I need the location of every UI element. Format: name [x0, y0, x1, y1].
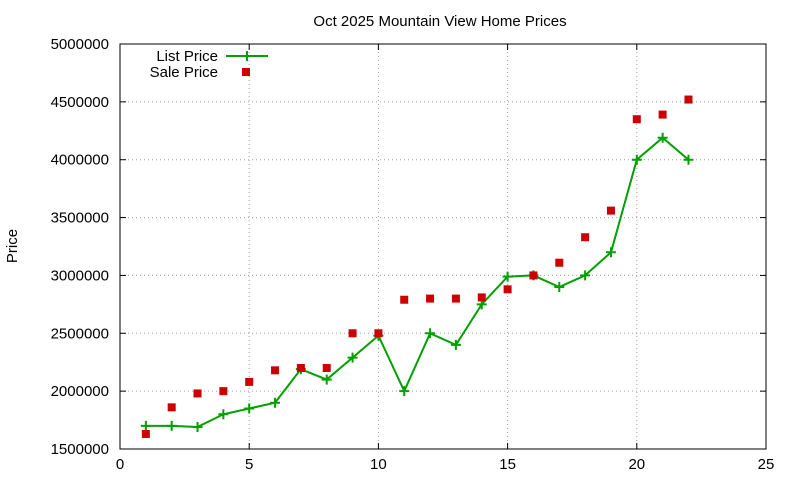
- data-point: [684, 95, 693, 104]
- data-point: [347, 352, 358, 363]
- plot-frame: [119, 43, 767, 450]
- data-point: [529, 271, 538, 280]
- data-point: [605, 247, 616, 258]
- data-point: [219, 387, 228, 396]
- data-point: [374, 329, 383, 338]
- y-tick-label: 2000000: [51, 383, 109, 400]
- data-point: [192, 422, 203, 433]
- grid-layer: [120, 44, 766, 449]
- x-tick-label: 10: [370, 456, 387, 473]
- data-point: [140, 420, 151, 431]
- data-point: [657, 132, 668, 143]
- data-point: [425, 328, 436, 339]
- data-point: [581, 233, 590, 242]
- data-point: [322, 364, 331, 372]
- data-point: [451, 294, 460, 303]
- x-tick-label: 0: [116, 456, 124, 473]
- x-tick-label: 5: [245, 456, 253, 473]
- data-point: [632, 115, 641, 124]
- x-tick-label: 15: [499, 456, 516, 473]
- data-point: [450, 339, 461, 350]
- y-tick-label: 4000000: [51, 152, 109, 169]
- y-tick-label: 2500000: [51, 325, 109, 342]
- legend-marker: [242, 68, 250, 76]
- data-point: [502, 271, 513, 282]
- data-point: [554, 282, 565, 292]
- data-point: [218, 409, 229, 420]
- data-point: [245, 377, 254, 386]
- data-point: [167, 403, 176, 412]
- y-axis-label: Price: [4, 229, 21, 263]
- data-point: [503, 285, 512, 294]
- y-tick-label: 3000000: [51, 267, 109, 284]
- data-point: [400, 295, 409, 304]
- x-tick-label: 20: [628, 456, 645, 473]
- legend-marker: [242, 51, 252, 61]
- y-tick-label: 3500000: [51, 210, 109, 227]
- data-point: [606, 206, 615, 215]
- data-point: [244, 403, 255, 414]
- series-layer: [140, 95, 694, 438]
- data-point: [321, 374, 332, 385]
- data-point: [426, 294, 435, 303]
- data-point: [141, 429, 150, 438]
- series-list-price: [140, 132, 694, 433]
- legend-label: Sale Price: [150, 64, 218, 81]
- data-point: [296, 364, 305, 372]
- data-point: [166, 420, 177, 431]
- data-point: [658, 110, 667, 119]
- data-point: [193, 389, 202, 398]
- y-tick-label: 4500000: [51, 94, 109, 111]
- legend-label: List Price: [156, 48, 218, 65]
- data-point: [580, 270, 591, 281]
- x-tick-label: 25: [758, 456, 775, 473]
- data-point: [631, 154, 642, 165]
- y-tick-label: 1500000: [51, 441, 109, 458]
- data-point: [477, 293, 486, 302]
- series-line: [145, 136, 690, 429]
- series-sale-price: [141, 95, 693, 438]
- y-tick-label: 5000000: [51, 36, 109, 53]
- axis-ticks: 0 5 10 15 20 25 1500000 2000000 2500000 3000000 35…: [51, 36, 775, 473]
- data-point: [271, 366, 280, 375]
- data-point: [555, 258, 564, 267]
- data-point: [270, 397, 281, 408]
- data-point: [683, 154, 694, 165]
- chart-title: Oct 2025 Mountain View Home Prices: [313, 13, 566, 30]
- data-point: [348, 329, 357, 338]
- data-point: [399, 386, 410, 397]
